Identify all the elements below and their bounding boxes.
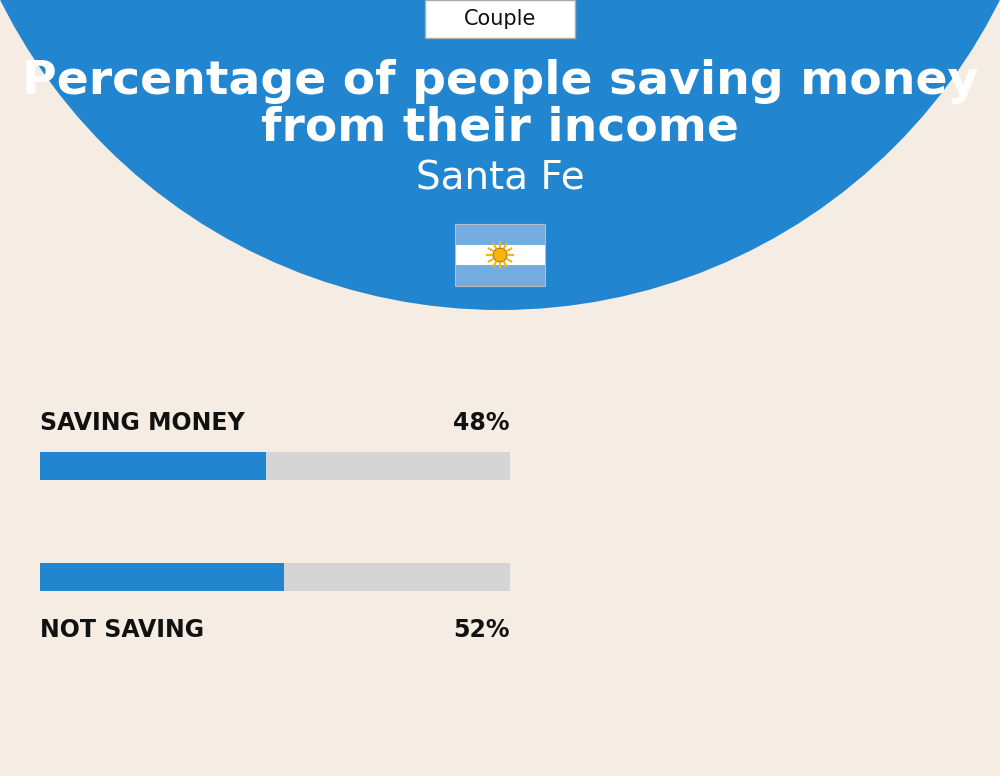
Circle shape: [0, 0, 1000, 310]
Bar: [40, 452, 266, 480]
Text: SAVING MONEY: SAVING MONEY: [40, 411, 245, 435]
Bar: [455, 244, 545, 265]
Circle shape: [493, 248, 507, 262]
Text: NOT SAVING: NOT SAVING: [40, 618, 204, 642]
Text: Percentage of people saving money: Percentage of people saving money: [22, 58, 978, 103]
Bar: [40, 452, 510, 480]
Bar: [455, 265, 545, 286]
Text: 52%: 52%: [454, 618, 510, 642]
Text: Couple: Couple: [464, 9, 536, 29]
Bar: [40, 563, 510, 591]
Text: from their income: from their income: [261, 106, 739, 151]
Text: 48%: 48%: [454, 411, 510, 435]
Bar: [455, 224, 545, 244]
FancyBboxPatch shape: [425, 0, 575, 38]
Bar: [40, 563, 284, 591]
Text: Santa Fe: Santa Fe: [416, 159, 584, 197]
Bar: [455, 224, 545, 286]
